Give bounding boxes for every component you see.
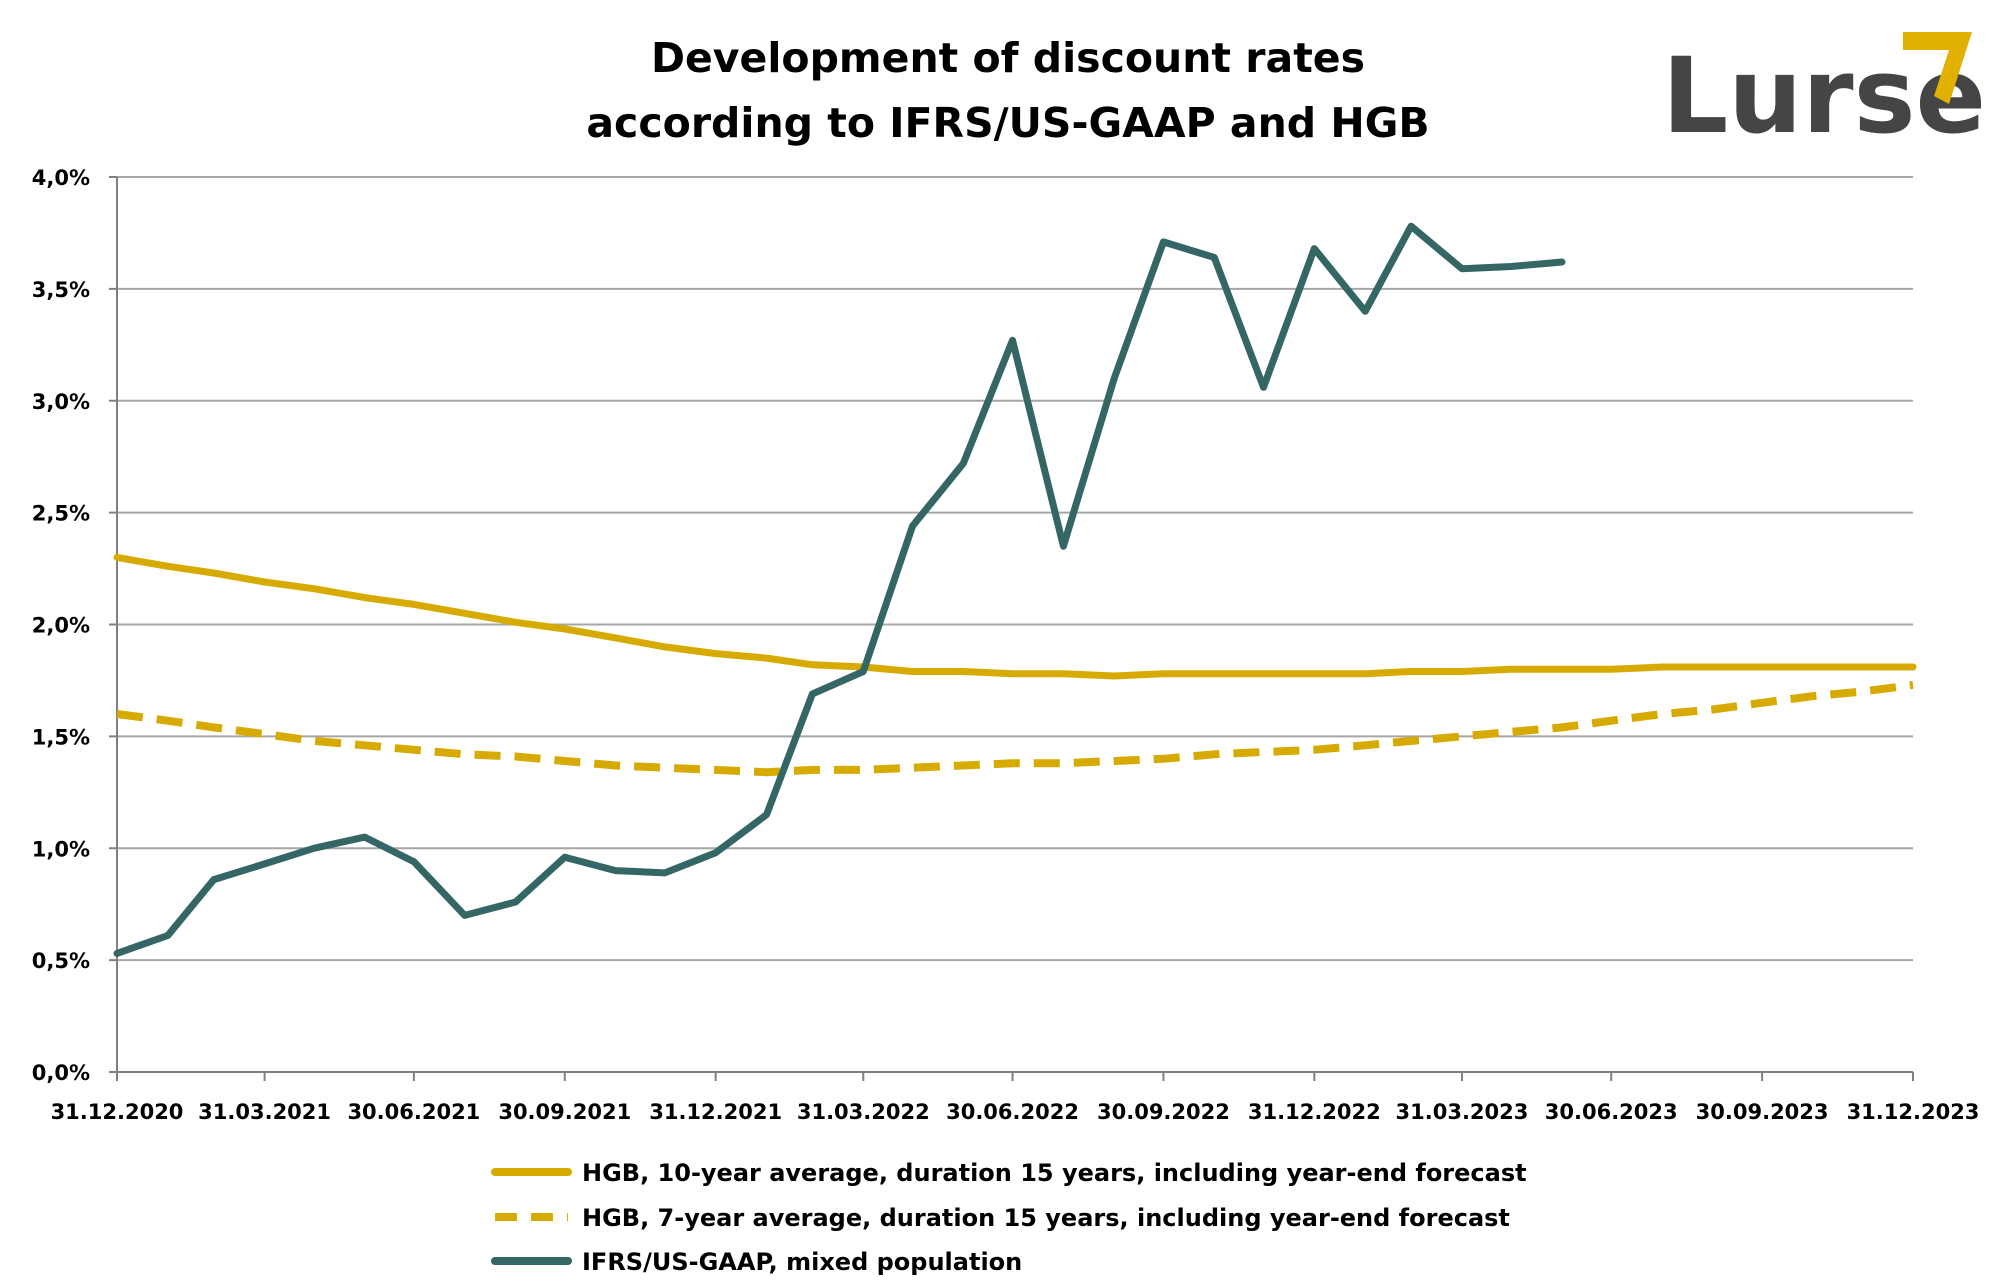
series-line-1 [113, 553, 1917, 680]
x-tick-label: 31.12.2022 [1248, 1100, 1381, 1124]
logo-wordmark: Lurse [1662, 35, 1986, 157]
legend-label-1: HGB, 10-year average, duration 15 years,… [582, 1159, 1527, 1187]
x-tick-label: 30.09.2022 [1097, 1100, 1230, 1124]
x-tick-label: 31.03.2022 [797, 1100, 930, 1124]
x-tick-label: 31.12.2020 [51, 1100, 184, 1124]
chart-title-line-2: according to IFRS/US-GAAP and HGB [586, 99, 1429, 147]
y-tick-label: 2,0% [32, 614, 90, 638]
y-axis-tick-labels: 0,0% 0,5% 1,0% 1,5% 2,0% 2,5% 3,0% 3,5% 4,0% [32, 166, 90, 1085]
x-tick-label: 31.12.2023 [1847, 1100, 1980, 1124]
y-tick-label: 3,0% [32, 390, 90, 414]
y-tick-label: 1,0% [32, 837, 90, 861]
x-tick-label: 31.12.2021 [649, 1100, 782, 1124]
x-tick-label: 30.09.2021 [498, 1100, 631, 1124]
legend-label-3: IFRS/US-GAAP, mixed population [582, 1248, 1022, 1276]
x-tick-label: 31.03.2023 [1396, 1100, 1529, 1124]
x-tick-label: 30.06.2022 [946, 1100, 1079, 1124]
gridlines [117, 176, 1913, 962]
series-line-3 [113, 222, 1566, 957]
x-tick-label: 30.06.2021 [347, 1100, 480, 1124]
axes [109, 176, 1914, 1081]
y-tick-label: 2,5% [32, 502, 90, 526]
y-tick-label: 4,0% [32, 166, 90, 190]
series-line-2 [116, 680, 1914, 777]
chart-title-line-1: Development of discount rates [651, 34, 1365, 82]
plot-area [113, 222, 1917, 957]
y-tick-label: 3,5% [32, 278, 90, 302]
lurse-logo: Lurse [1662, 32, 1986, 157]
x-tick-label: 30.09.2023 [1696, 1100, 1829, 1124]
x-tick-label: 31.03.2021 [198, 1100, 331, 1124]
legend-label-2: HGB, 7-year average, duration 15 years, … [582, 1204, 1510, 1232]
y-tick-label: 0,0% [32, 1061, 90, 1085]
x-tick-label: 30.06.2023 [1545, 1100, 1678, 1124]
chevron-arrow-icon [1903, 32, 1972, 104]
x-axis-tick-labels: 31.12.2020 31.03.2021 30.06.2021 30.09.2021… [51, 1100, 1980, 1124]
y-tick-label: 0,5% [32, 949, 90, 973]
legend: HGB, 10-year average, duration 15 years,… [491, 1159, 1527, 1276]
y-tick-label: 1,5% [32, 725, 90, 749]
